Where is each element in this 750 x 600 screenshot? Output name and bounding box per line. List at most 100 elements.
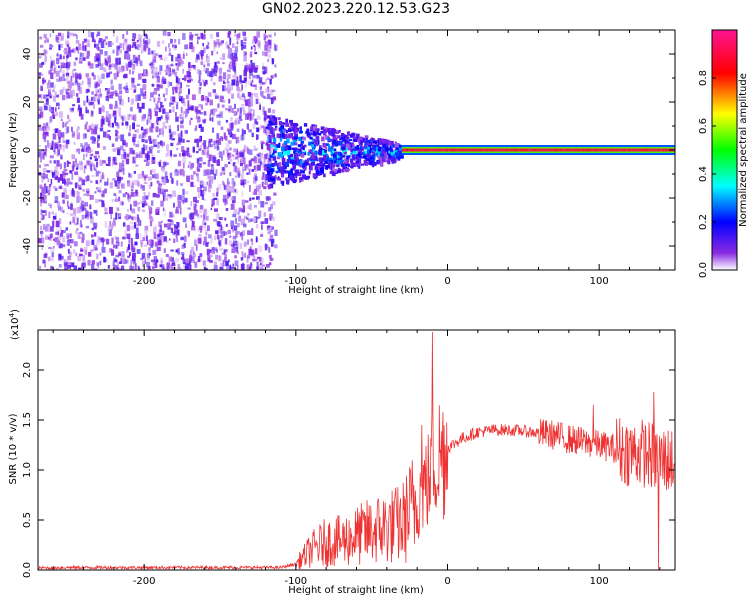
spectrogram-cell — [342, 154, 346, 158]
spectrogram-cell — [314, 166, 318, 170]
spectrogram-cell — [348, 146, 352, 151]
spectrogram-cell — [48, 105, 51, 112]
spectrogram-cell — [249, 265, 251, 270]
spectrogram-cell — [126, 153, 129, 158]
spectrogram-cell — [271, 163, 275, 168]
spectrogram-cell — [278, 121, 283, 126]
spectrogram-cell — [135, 227, 139, 235]
spectrogram-cell — [45, 98, 49, 105]
y-tick-label: 2.0 — [22, 362, 33, 378]
spectrogram-cell — [390, 149, 394, 153]
spectrogram-cell — [50, 170, 54, 173]
spectrogram-cell — [187, 75, 192, 80]
spectrogram-cell — [250, 108, 253, 111]
spectrogram-cell — [139, 35, 143, 38]
spectrogram-cell — [196, 36, 200, 40]
spectrogram-cell — [227, 108, 231, 111]
spectrogram-cell — [261, 142, 264, 150]
spectrogram-cell — [443, 148, 446, 152]
spectrogram-cell — [229, 152, 232, 157]
spectrogram-cell — [397, 148, 402, 154]
spectrogram-cell — [206, 181, 209, 186]
spectrogram-cell — [240, 179, 245, 185]
spectrogram-cell — [144, 229, 148, 237]
spectrogram-cell — [85, 240, 90, 247]
spectrogram-cell — [44, 150, 47, 157]
spectrogram-cell — [281, 172, 285, 178]
spectrogram-cell — [198, 104, 203, 107]
spectrogram-cell — [101, 73, 105, 79]
spectrogram-cell — [225, 119, 229, 123]
spectrogram-cell — [570, 148, 573, 152]
spectrogram-cell — [271, 115, 276, 119]
spectrogram-cell — [269, 170, 274, 175]
spectrogram-cell — [310, 154, 315, 160]
spectrogram-cell — [67, 239, 71, 242]
spectrogram-cell — [140, 243, 143, 248]
spectrogram-cell — [314, 128, 317, 132]
spectrogram-cell — [437, 148, 440, 152]
spectrogram-cell — [375, 151, 378, 154]
spectrogram-cell — [300, 141, 303, 147]
spectrogram-cell — [142, 144, 145, 151]
spectrogram-cell — [329, 171, 332, 175]
spectrogram-cell — [216, 51, 218, 54]
snr-panel: -200 -100 0 100 0.00.51.01.52.0 Height of s… — [8, 309, 676, 596]
spectrogram-cell — [187, 230, 190, 237]
spectrogram-cell — [525, 148, 528, 152]
spectrogram-cell — [254, 67, 259, 71]
spectrogram-cell — [148, 108, 152, 113]
spectrogram-cell — [115, 114, 117, 121]
spectrogram-cell — [263, 186, 267, 190]
spectrogram-cell — [117, 267, 120, 270]
spectrogram-cell — [85, 176, 87, 182]
spectrogram-cell — [141, 171, 144, 176]
spectrogram-cell — [244, 65, 247, 71]
spectrogram-cell — [68, 46, 71, 54]
spectrogram-cell — [133, 85, 137, 92]
spectrogram-cell — [140, 94, 145, 97]
spectrogram-cell — [76, 132, 80, 140]
spectrogram-cell — [229, 64, 233, 69]
spectrogram-cell — [49, 160, 52, 164]
spectrogram-cell — [225, 143, 230, 149]
spectrogram-cell — [197, 258, 201, 263]
spectrogram-cell — [236, 128, 240, 132]
spectrogram-cell — [241, 133, 245, 141]
spectrogram-cell — [267, 164, 271, 167]
spectrogram-cell — [355, 160, 360, 164]
spectrogram-cell — [156, 194, 160, 198]
spectrogram-cell — [613, 148, 616, 152]
spectrogram-cell — [212, 192, 216, 197]
spectrogram-cell — [221, 137, 224, 142]
spectrogram-cell — [213, 110, 216, 114]
spectrogram-cell — [187, 207, 191, 210]
spectrogram-cell — [235, 156, 239, 160]
spectrogram-cell — [220, 40, 224, 44]
spectrogram-cell — [136, 249, 141, 254]
spectrogram-cell — [342, 146, 346, 150]
spectrogram-cell — [76, 97, 80, 103]
spectrogram-cell — [71, 189, 74, 194]
spectrogram-cell — [155, 138, 157, 144]
spectrogram-cell — [128, 69, 131, 75]
spectrogram-cell — [171, 213, 174, 218]
spectrogram-cell — [228, 129, 232, 136]
spectrogram-cell — [81, 203, 85, 211]
spectrogram-cell — [51, 60, 55, 66]
spectrogram-cell — [432, 148, 435, 152]
spectrogram-cell — [66, 139, 70, 145]
spectrogram-cell — [282, 163, 286, 169]
spectrogram-cell — [145, 160, 150, 166]
spectrogram-cell — [200, 186, 202, 193]
spectrogram-cell — [53, 170, 57, 178]
spectrogram-cell — [99, 237, 104, 241]
spectrogram-cell — [186, 84, 190, 87]
spectrogram-cell — [145, 163, 149, 167]
spectrogram-cell — [128, 225, 131, 230]
spectrogram-cell — [226, 192, 229, 199]
spectrogram-cell — [170, 264, 173, 270]
spectrogram-cell — [336, 130, 339, 133]
spectrogram-cell — [104, 88, 108, 91]
spectrogram-cell — [110, 223, 113, 227]
